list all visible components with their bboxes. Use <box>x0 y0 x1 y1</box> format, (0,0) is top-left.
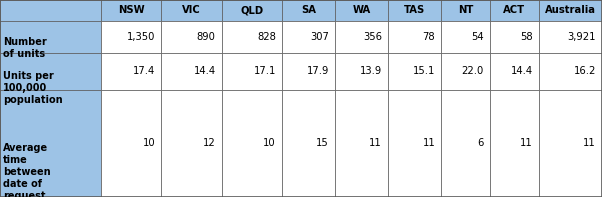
Bar <box>388 53 441 90</box>
Text: 10: 10 <box>143 138 155 148</box>
Bar <box>101 21 161 53</box>
Bar <box>161 53 222 90</box>
Text: 11: 11 <box>423 138 435 148</box>
Text: 17.1: 17.1 <box>253 66 276 76</box>
Text: Number
of units: Number of units <box>3 37 47 59</box>
Text: 15: 15 <box>316 138 329 148</box>
Bar <box>222 0 282 21</box>
Bar <box>388 21 441 53</box>
Bar <box>0 0 101 21</box>
Text: 828: 828 <box>257 32 276 42</box>
Text: TAS: TAS <box>404 5 425 15</box>
Text: 6: 6 <box>477 138 484 148</box>
Bar <box>0 53 101 90</box>
Text: 58: 58 <box>520 32 533 42</box>
Bar <box>282 90 335 197</box>
Bar <box>441 90 490 197</box>
Text: Average
time
between
date of
request
and date
of service
(days): Average time between date of request and… <box>3 143 57 197</box>
Bar <box>282 21 335 53</box>
Text: 11: 11 <box>520 138 533 148</box>
Bar <box>441 0 490 21</box>
Bar <box>490 53 539 90</box>
Bar <box>335 0 388 21</box>
Text: 12: 12 <box>203 138 216 148</box>
Text: Units per
100,000
population: Units per 100,000 population <box>3 72 63 105</box>
Bar <box>539 90 602 197</box>
Bar <box>101 90 161 197</box>
Text: 22.0: 22.0 <box>462 66 484 76</box>
Bar <box>222 53 282 90</box>
Text: NT: NT <box>458 5 473 15</box>
Text: ACT: ACT <box>503 5 526 15</box>
Bar <box>101 53 161 90</box>
Bar <box>539 53 602 90</box>
Text: 890: 890 <box>197 32 216 42</box>
Text: 14.4: 14.4 <box>510 66 533 76</box>
Bar <box>222 90 282 197</box>
Text: 11: 11 <box>370 138 382 148</box>
Text: 54: 54 <box>471 32 484 42</box>
Bar <box>388 90 441 197</box>
Bar <box>490 21 539 53</box>
Bar <box>0 21 101 53</box>
Bar <box>539 21 602 53</box>
Text: SA: SA <box>301 5 316 15</box>
Bar <box>161 21 222 53</box>
Bar <box>222 21 282 53</box>
Bar <box>0 90 101 197</box>
Text: 307: 307 <box>310 32 329 42</box>
Text: Australia: Australia <box>545 5 596 15</box>
Text: 1,350: 1,350 <box>127 32 155 42</box>
Text: 78: 78 <box>423 32 435 42</box>
Text: 16.2: 16.2 <box>574 66 596 76</box>
Bar <box>490 0 539 21</box>
Bar <box>101 0 161 21</box>
Text: 13.9: 13.9 <box>360 66 382 76</box>
Bar <box>335 90 388 197</box>
Text: 10: 10 <box>263 138 276 148</box>
Text: 17.4: 17.4 <box>133 66 155 76</box>
Text: 15.1: 15.1 <box>413 66 435 76</box>
Text: VIC: VIC <box>182 5 201 15</box>
Bar <box>441 21 490 53</box>
Text: 356: 356 <box>363 32 382 42</box>
Bar <box>388 0 441 21</box>
Text: 14.4: 14.4 <box>193 66 216 76</box>
Text: WA: WA <box>352 5 371 15</box>
Bar <box>161 90 222 197</box>
Bar <box>335 53 388 90</box>
Bar <box>282 53 335 90</box>
Bar <box>335 21 388 53</box>
Bar <box>490 90 539 197</box>
Text: QLD: QLD <box>240 5 263 15</box>
Bar <box>282 0 335 21</box>
Text: 3,921: 3,921 <box>568 32 596 42</box>
Bar <box>539 0 602 21</box>
Text: 11: 11 <box>583 138 596 148</box>
Text: 17.9: 17.9 <box>306 66 329 76</box>
Bar <box>161 0 222 21</box>
Text: NSW: NSW <box>118 5 144 15</box>
Bar <box>441 53 490 90</box>
